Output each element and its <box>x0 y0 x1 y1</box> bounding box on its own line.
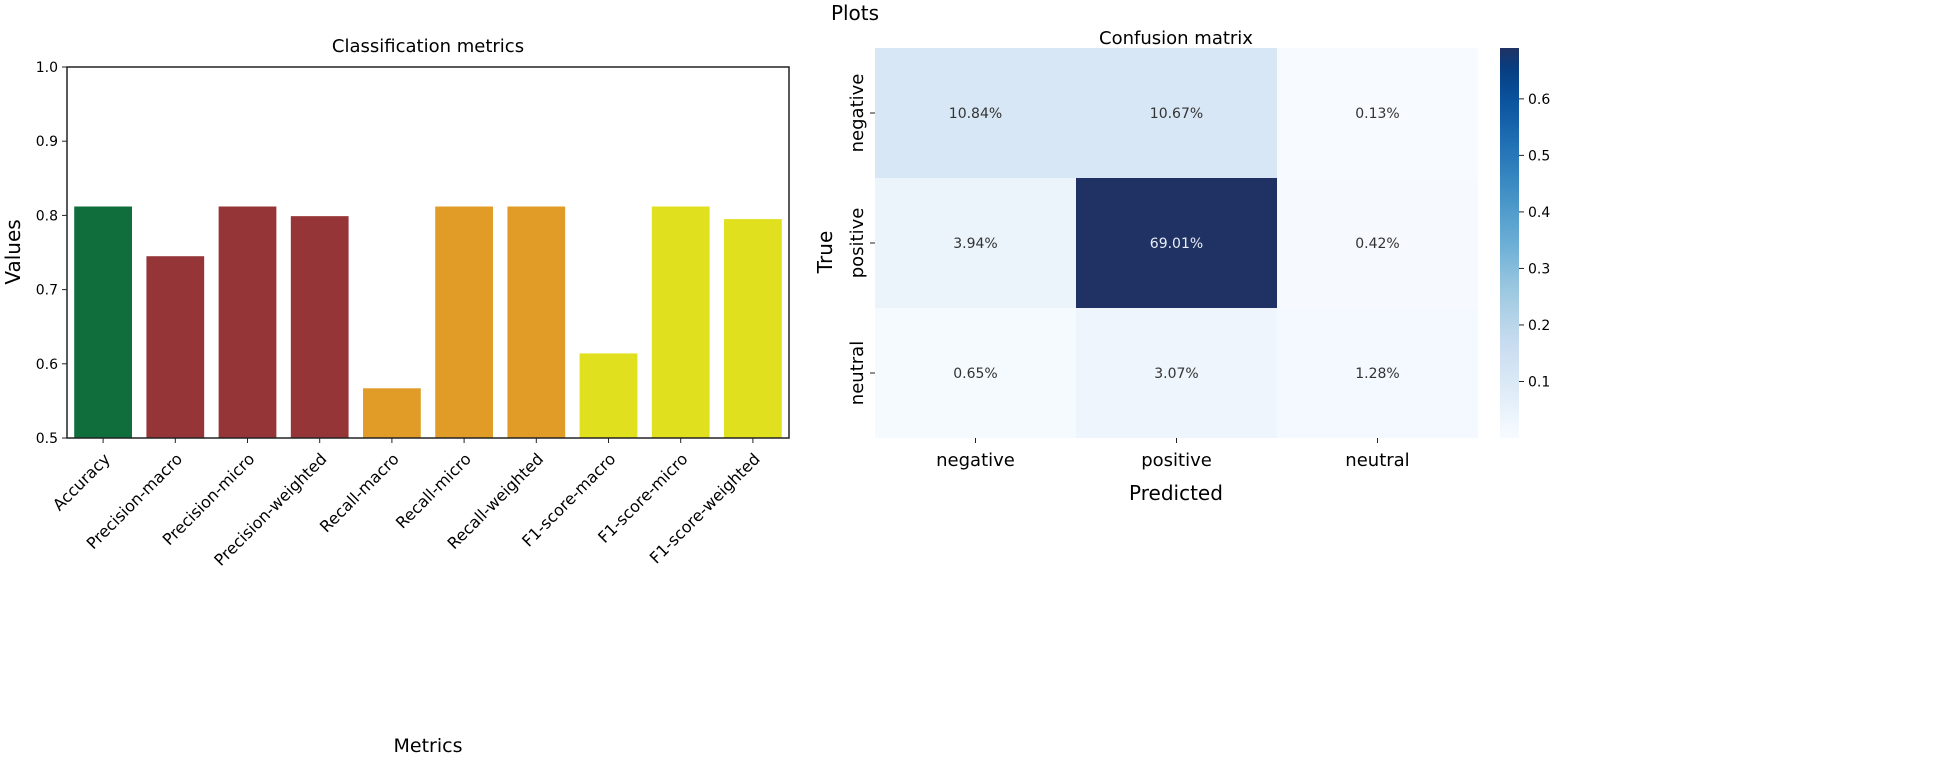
bar-recall-weighted <box>507 206 566 438</box>
bar-chart-frame <box>66 66 790 439</box>
y-tick-label: 0.5 <box>36 431 58 447</box>
heatmap-cell <box>1277 178 1478 308</box>
colorbar-tick-label: 0.1 <box>1528 374 1550 390</box>
heatmap-xlabel: Predicted <box>1129 481 1223 505</box>
figure-title: Plots <box>831 1 879 25</box>
y-tick-label: negative <box>847 74 868 153</box>
cell-annotation: 0.42% <box>1355 236 1399 252</box>
confusion-matrix-heatmap: Confusion matrix True Predicted 10.84% 10… <box>813 28 1550 505</box>
bar-accuracy <box>74 206 132 438</box>
colorbar-tick-label: 0.6 <box>1528 92 1550 108</box>
heatmap-cell <box>875 308 1076 438</box>
x-tick-label: Accuracy <box>49 449 114 514</box>
heatmap-cell <box>875 178 1076 308</box>
colorbar: 0.1 0.2 0.3 0.4 0.5 0.6 <box>1500 48 1550 438</box>
y-tick-label: 1.0 <box>36 60 58 76</box>
bar-f1-score-micro <box>651 206 710 438</box>
y-tick-label: neutral <box>847 341 868 405</box>
y-tick-label: 0.8 <box>36 208 58 224</box>
cell-annotation: 3.94% <box>953 236 997 252</box>
cell-annotation: 69.01% <box>1150 236 1203 252</box>
y-tick-label: 0.6 <box>36 357 58 373</box>
bar-chart: Classification metrics Values Metrics 0.… <box>1 36 790 757</box>
bar-precision-macro <box>146 256 205 438</box>
bar-f1-score-weighted <box>724 219 782 438</box>
bar-chart-xlabel: Metrics <box>394 735 463 757</box>
x-tick-label: neutral <box>1345 450 1409 471</box>
cell-annotation: 10.67% <box>1150 106 1203 122</box>
heatmap-title: Confusion matrix <box>1099 28 1253 49</box>
heatmap-cell <box>1076 308 1277 438</box>
y-tick-label: 0.7 <box>36 283 58 299</box>
bar-recall-micro <box>435 206 493 438</box>
cell-annotation: 3.07% <box>1154 366 1198 382</box>
cell-annotation: 1.28% <box>1355 366 1399 382</box>
colorbar-tick-label: 0.5 <box>1528 148 1550 164</box>
colorbar-tick-label: 0.3 <box>1528 261 1550 277</box>
bar-precision-weighted <box>290 216 349 438</box>
heatmap-cell <box>1277 48 1478 178</box>
heatmap-cell <box>1076 178 1277 308</box>
bar-chart-ylabel: Values <box>1 219 25 284</box>
bar-precision-micro <box>218 206 277 438</box>
heatmap-cell <box>875 48 1076 178</box>
bar-f1-score-macro <box>579 353 638 438</box>
colorbar-gradient <box>1500 48 1519 438</box>
y-tick-label: positive <box>847 208 868 279</box>
bar-recall-macro <box>363 388 421 438</box>
colorbar-tick-label: 0.4 <box>1528 205 1550 221</box>
bar-chart-title: Classification metrics <box>332 36 524 57</box>
cell-annotation: 10.84% <box>949 106 1002 122</box>
heatmap-ylabel: True <box>813 231 837 274</box>
colorbar-tick-label: 0.2 <box>1528 318 1550 334</box>
cell-annotation: 0.13% <box>1355 106 1399 122</box>
x-tick-label: negative <box>936 450 1015 471</box>
heatmap-cell <box>1277 308 1478 438</box>
y-tick-label: 0.9 <box>36 134 58 150</box>
cell-annotation: 0.65% <box>953 366 997 382</box>
x-tick-label: positive <box>1141 450 1212 471</box>
heatmap-cell <box>1076 48 1277 178</box>
